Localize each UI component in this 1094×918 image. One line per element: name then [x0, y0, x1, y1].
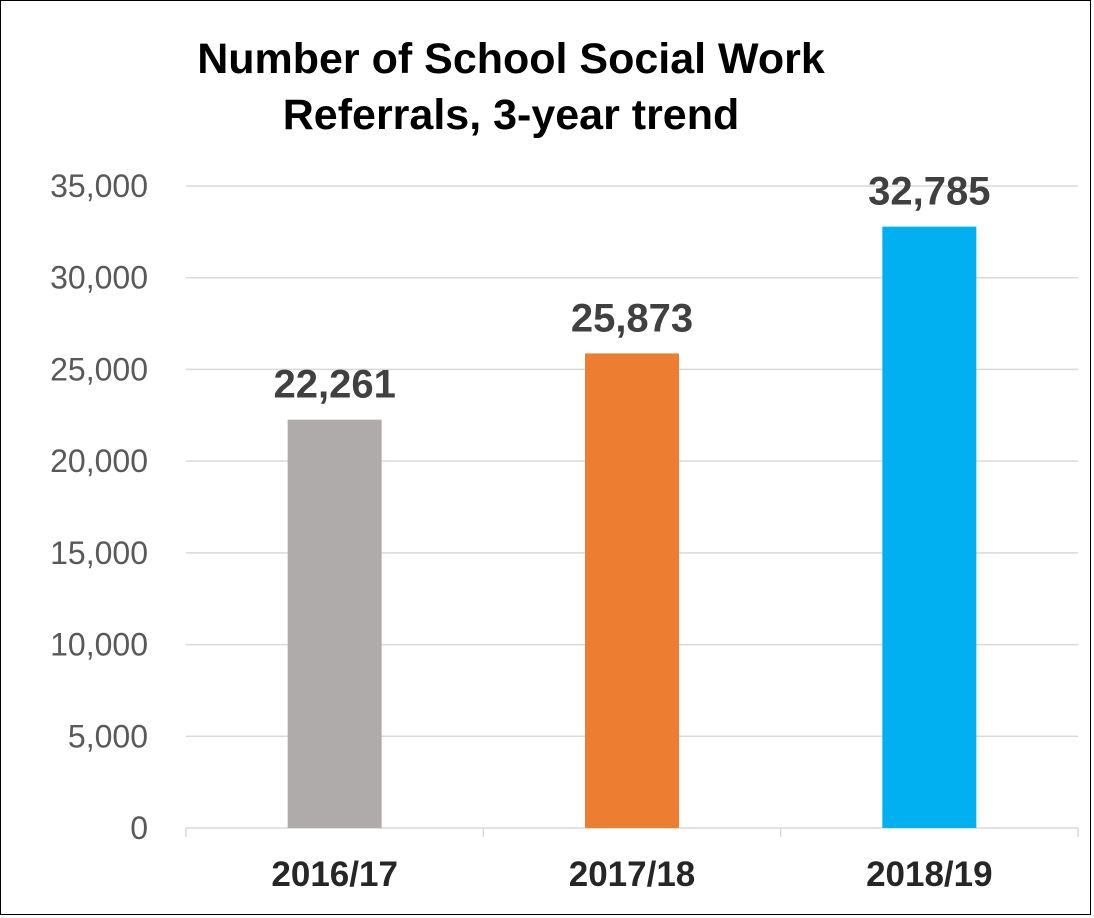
chart-title-line-1: Number of School Social Work — [197, 35, 825, 83]
labels: 0 5,000 10,000 15,000 20,000 25,000 30,000 35,0… — [50, 168, 992, 894]
y-tick-label: 30,000 — [50, 260, 148, 296]
data-label: 32,785 — [868, 170, 990, 214]
x-axis — [185, 827, 1079, 837]
x-tick-label: 2017/18 — [569, 855, 696, 894]
bar — [287, 419, 382, 828]
y-tick-label: 15,000 — [50, 535, 148, 571]
x-tick-label: 2018/19 — [866, 855, 993, 894]
y-tick-label: 10,000 — [50, 627, 148, 663]
y-tick-label: 0 — [130, 810, 148, 846]
x-tick-label: 2016/17 — [271, 855, 398, 894]
bars — [287, 226, 977, 829]
data-label: 25,873 — [571, 296, 693, 340]
y-tick-label: 5,000 — [68, 718, 148, 754]
y-tick-label: 25,000 — [50, 351, 148, 387]
bar — [882, 226, 977, 829]
chart-title: Number of School Social Work Referrals, … — [151, 31, 871, 143]
y-tick-label: 35,000 — [50, 168, 148, 204]
bar — [585, 353, 679, 828]
data-label: 22,261 — [273, 363, 395, 407]
y-tick-label: 20,000 — [50, 443, 148, 479]
chart-title-line-2: Referrals, 3-year trend — [282, 91, 740, 139]
